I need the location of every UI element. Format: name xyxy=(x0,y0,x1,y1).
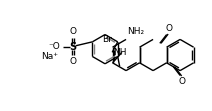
Text: O: O xyxy=(69,57,76,66)
Text: Br: Br xyxy=(102,35,112,44)
Text: Na⁺: Na⁺ xyxy=(41,52,58,61)
Text: O: O xyxy=(69,27,76,36)
Text: NH: NH xyxy=(113,48,127,57)
Text: O: O xyxy=(179,77,186,86)
Text: ⁻O: ⁻O xyxy=(48,42,60,51)
Text: NH₂: NH₂ xyxy=(127,28,144,37)
Text: S: S xyxy=(69,42,76,52)
Text: O: O xyxy=(165,24,172,33)
